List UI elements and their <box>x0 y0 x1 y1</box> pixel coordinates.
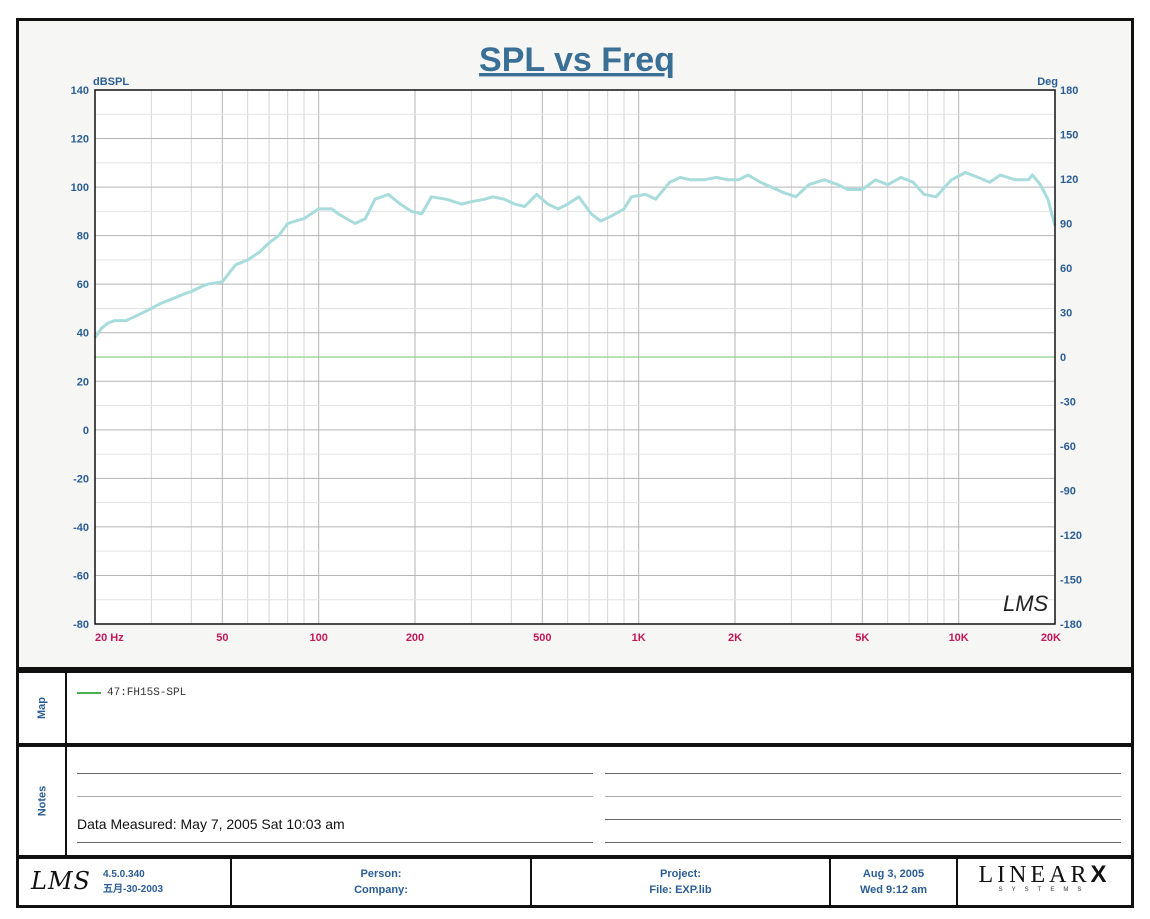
note-line <box>77 773 593 774</box>
brand-sub: SYSTEMS <box>998 887 1091 893</box>
note-line <box>605 819 1121 820</box>
note-line <box>605 796 1121 797</box>
footer-date: Aug 3, 2005 <box>862 868 925 880</box>
y2-tick-label: 0 <box>1060 352 1066 364</box>
y2-tick-label: -60 <box>1060 441 1076 453</box>
x-tick-label: 200 <box>406 632 424 644</box>
note-line <box>77 796 593 797</box>
y2-tick-label: 30 <box>1060 308 1072 320</box>
x-tick-label: 2K <box>728 632 742 644</box>
footer-panel: LMS 4.5.0.340 五月-30-2003 Person: Company… <box>16 856 1134 908</box>
version-number: 4.5.0.340 <box>103 869 145 880</box>
y2-tick-label: -90 <box>1060 486 1076 498</box>
y2-tick-label: 90 <box>1060 219 1072 231</box>
x-tick-label: 1K <box>632 632 646 644</box>
lms-logo: LMS <box>31 867 91 895</box>
x-tick-label: 5K <box>855 632 869 644</box>
y-tick-label: -20 <box>73 473 89 485</box>
measured-note: Data Measured: May 7, 2005 Sat 10:03 am <box>77 816 345 832</box>
y2-tick-label: 120 <box>1060 174 1078 186</box>
y-tick-label: 100 <box>71 182 89 194</box>
lms-watermark: LMS <box>1003 591 1049 616</box>
plot-frame <box>94 89 1056 625</box>
series-line-spl <box>93 171 1057 339</box>
y-tick-label: 40 <box>77 328 89 340</box>
y2-tick-label: 180 <box>1060 85 1078 97</box>
note-line <box>77 842 593 843</box>
y-tick-label: 80 <box>77 231 89 243</box>
y2-tick-label: -150 <box>1060 575 1082 587</box>
y-tick-label: 0 <box>83 425 89 437</box>
map-label: Map <box>36 697 48 719</box>
x-tick-label: 50 <box>216 632 228 644</box>
x-tick-label: 500 <box>533 632 551 644</box>
y-tick-label: 20 <box>77 376 89 388</box>
chart-title: SPL vs Freq <box>479 41 675 79</box>
y-tick-label: 120 <box>71 134 89 146</box>
y2-tick-label: 60 <box>1060 263 1072 275</box>
map-side-label: Map <box>19 673 67 743</box>
y-tick-label: -80 <box>73 619 89 631</box>
x-tick-label: 20K <box>1041 632 1061 644</box>
chart-panel: SPL vs Freq dBSPL Deg 140 120 100 80 60 40 20 0… <box>16 18 1134 670</box>
company-label: Company: <box>354 884 408 896</box>
y-tick-label: -60 <box>73 570 89 582</box>
footer-date-cell: Aug 3, 2005 Wed 9:12 am <box>831 859 958 905</box>
footer-logo-cell: LMS 4.5.0.340 五月-30-2003 <box>19 859 232 905</box>
y2-tick-label: -180 <box>1060 619 1082 631</box>
x-tick-label: 10K <box>949 632 969 644</box>
y-axis-right-label: Deg <box>1037 76 1058 88</box>
legend-text: 47:FH15S-SPL <box>107 687 187 699</box>
y-tick-label: -40 <box>73 522 89 534</box>
y-tick-label: 60 <box>77 279 89 291</box>
notes-panel: Notes Data Measured: May 7, 2005 Sat 10:… <box>16 744 1134 858</box>
footer-time: Wed 9:12 am <box>859 884 928 896</box>
x-tick-label: 100 <box>309 632 327 644</box>
map-legend-entry[interactable]: 47:FH15S-SPL <box>77 687 186 699</box>
notes-side-label: Notes <box>19 747 67 855</box>
y2-tick-label: -30 <box>1060 397 1076 409</box>
note-line <box>605 773 1121 774</box>
map-panel: Map 47:FH15S-SPL <box>16 670 1134 746</box>
linearx-logo: LINEARX SYSTEMS <box>958 861 1131 894</box>
footer-person-cell: Person: Company: <box>232 859 532 905</box>
x-tick-label: 20 Hz <box>95 632 124 644</box>
y2-tick-label: -120 <box>1060 530 1082 542</box>
spl-chart: SPL vs Freq dBSPL Deg 140120100806040200… <box>71 41 1082 644</box>
y-axis-left-label: dBSPL <box>93 76 129 88</box>
y-tick-label: 140 <box>71 85 89 97</box>
note-line <box>605 842 1121 843</box>
file-label: File: EXP.lib <box>649 884 712 896</box>
brand-x: X <box>1090 861 1111 888</box>
y2-tick-label: 150 <box>1060 130 1078 142</box>
brand-main: LINEAR <box>978 862 1091 888</box>
build-date: 五月-30-2003 <box>103 884 164 895</box>
project-label: Project: <box>660 868 701 880</box>
legend-swatch <box>77 692 101 694</box>
footer-project-cell: Project: File: EXP.lib <box>532 859 831 905</box>
person-label: Person: <box>360 868 402 880</box>
notes-label: Notes <box>36 785 48 817</box>
